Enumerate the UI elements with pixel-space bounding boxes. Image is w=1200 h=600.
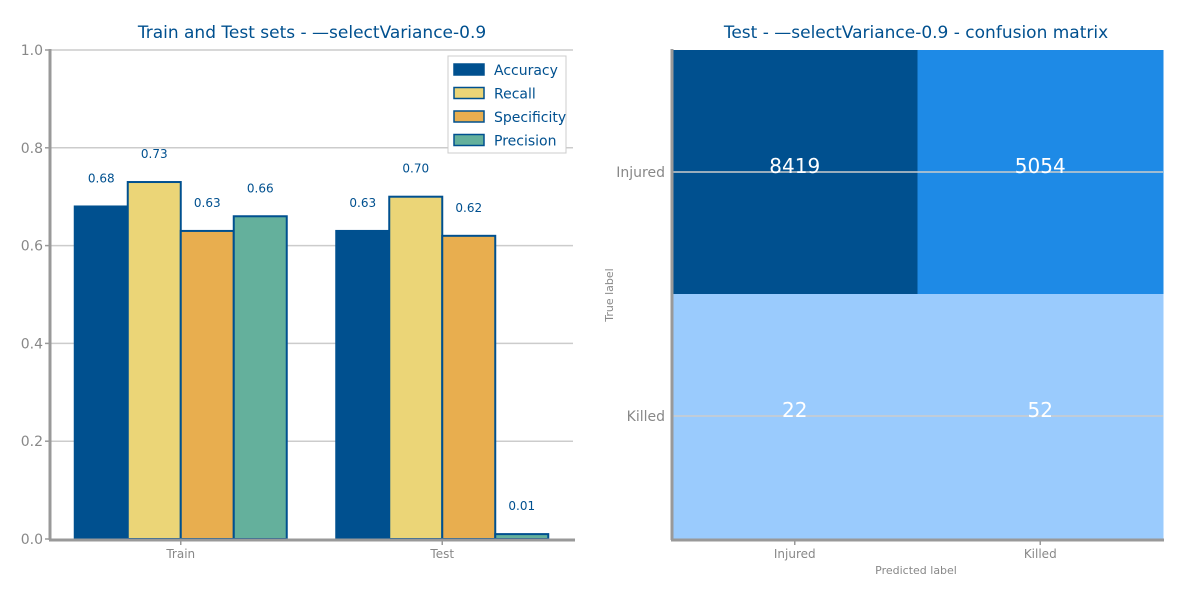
confusion-matrix-x-ticks: Injured Killed <box>774 540 1057 561</box>
bar-value-label: 0.62 <box>455 201 482 215</box>
bar-value-label: 0.70 <box>402 162 429 176</box>
bar-specificity-train <box>179 229 235 540</box>
bar-precision-train <box>232 215 288 540</box>
cell-value: 8419 <box>769 154 820 178</box>
bar-chart-legend: Accuracy Recall Specificity Precision <box>447 55 567 154</box>
legend-entry-recall: Recall <box>494 87 536 103</box>
legend-swatch-recall <box>453 86 485 100</box>
x-tick-label: Test <box>429 547 454 561</box>
confusion-matrix-gridlines <box>672 171 1163 417</box>
bar-precision-test <box>494 533 550 540</box>
confusion-matrix-y-ticks: Injured Killed <box>616 165 665 425</box>
bar-chart-title: Train and Test sets - —selectVariance-0.… <box>137 23 486 43</box>
cell-value: 52 <box>1028 398 1053 422</box>
confusion-matrix-cells <box>672 50 1164 539</box>
bar-chart-y-ticks: 0.0 0.2 0.4 0.6 0.8 1.0 <box>21 43 50 548</box>
bar-accuracy-test <box>335 229 391 540</box>
confusion-matrix-cell-labels: 8419 5054 22 52 <box>769 154 1065 422</box>
x-tick-label: Train <box>165 547 195 561</box>
bar-recall-train <box>126 181 182 540</box>
bar-value-label: 0.63 <box>194 196 221 210</box>
bar-value-label: 0.01 <box>508 499 535 513</box>
bar-chart-bars <box>73 181 550 540</box>
confusion-matrix-x-label: Predicted label <box>875 564 957 577</box>
bar-chart-value-labels: 0.68 0.73 0.63 0.66 0.63 0.70 0.62 0.01 <box>88 147 535 513</box>
bar-chart-x-ticks: Train Test <box>165 540 454 561</box>
bar-value-label: 0.73 <box>141 147 168 161</box>
cell-value: 5054 <box>1015 154 1066 178</box>
legend-entry-specificity: Specificity <box>494 110 566 126</box>
y-tick-label: Killed <box>627 409 665 425</box>
y-tick-label: 1.0 <box>21 43 43 59</box>
bar-value-label: 0.68 <box>88 171 115 185</box>
legend-swatch-accuracy <box>453 63 485 76</box>
legend-entry-precision: Precision <box>494 134 556 150</box>
y-tick-label: 0.8 <box>21 141 43 157</box>
bar-specificity-test <box>441 234 497 540</box>
confusion-matrix-title: Test - —selectVariance-0.9 - confusion m… <box>723 23 1108 43</box>
confusion-matrix: Test - —selectVariance-0.9 - confusion m… <box>603 23 1164 577</box>
legend-swatch-specificity <box>453 110 485 123</box>
bar-value-label: 0.66 <box>247 181 274 195</box>
y-tick-label: 0.4 <box>21 336 43 352</box>
bar-chart: Train and Test sets - —selectVariance-0.… <box>21 23 575 561</box>
x-tick-label: Killed <box>1024 547 1057 561</box>
bar-value-label: 0.63 <box>349 196 376 210</box>
confusion-matrix-y-label: True label <box>603 268 616 322</box>
x-tick-label: Injured <box>774 547 816 561</box>
bar-accuracy-train <box>73 205 129 540</box>
y-tick-label: 0.2 <box>21 434 43 450</box>
y-tick-label: Injured <box>616 165 665 181</box>
legend-entry-accuracy: Accuracy <box>494 63 558 79</box>
bar-recall-test <box>388 195 444 540</box>
cell-value: 22 <box>782 398 807 422</box>
legend-swatch-precision <box>453 133 485 147</box>
y-tick-label: 0.6 <box>21 239 43 255</box>
y-tick-label: 0.0 <box>21 532 43 548</box>
